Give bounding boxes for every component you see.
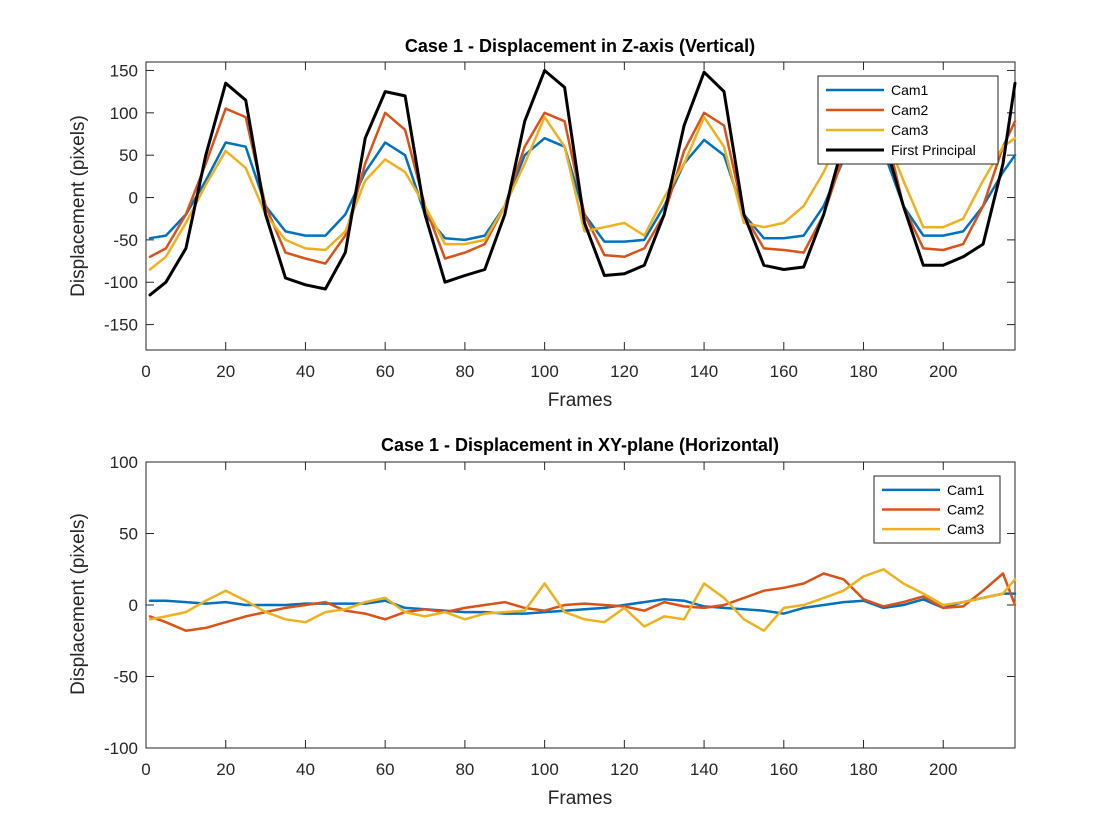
y-tick-label: -50 [113, 231, 138, 250]
x-axis-label: Frames [548, 788, 612, 809]
x-tick-label: 160 [770, 362, 798, 381]
x-tick-label: 160 [770, 760, 798, 779]
chart-title: Case 1 - Displacement in XY-plane (Horiz… [381, 435, 779, 455]
chart-title: Case 1 - Displacement in Z-axis (Vertica… [405, 36, 755, 56]
x-tick-label: 120 [610, 362, 638, 381]
x-tick-label: 140 [690, 760, 718, 779]
series-line-cam1 [148, 592, 1017, 615]
legend-label: Cam3 [891, 122, 929, 138]
legend-label: Cam1 [891, 82, 929, 98]
x-tick-label: 80 [455, 362, 474, 381]
y-tick-label: 100 [110, 104, 138, 123]
y-tick-label: -150 [104, 316, 138, 335]
x-tick-label: 40 [296, 362, 315, 381]
y-tick-label: 100 [110, 453, 138, 472]
y-tick-label: 50 [119, 146, 138, 165]
x-tick-label: 200 [929, 760, 957, 779]
x-tick-label: 0 [141, 760, 150, 779]
legend-label: First Principal [891, 142, 976, 158]
y-tick-label: -50 [113, 668, 138, 687]
legend-label: Cam3 [947, 521, 985, 537]
chart-vertical-displacement: Case 1 - Displacement in Z-axis (Vertica… [68, 36, 1017, 411]
y-tick-label: 0 [129, 189, 138, 208]
x-tick-label: 180 [849, 362, 877, 381]
y-axis-label: Displacement (pixels) [68, 513, 89, 695]
x-tick-label: 80 [455, 760, 474, 779]
legend: Cam1 Cam2 Cam3 [873, 475, 1001, 544]
x-axis-label: Frames [548, 390, 612, 411]
y-tick-label: -100 [104, 273, 138, 292]
x-tick-label: 140 [690, 362, 718, 381]
chart-horizontal-displacement: Case 1 - Displacement in XY-plane (Horiz… [68, 435, 1017, 809]
x-tick-label: 40 [296, 760, 315, 779]
x-tick-label: 20 [216, 362, 235, 381]
plot-area: 0 20 40 60 80 100 120 140 160 180 200 -150 -100 -50 0 5… [104, 61, 1017, 381]
legend-label: Cam1 [947, 482, 985, 498]
x-tick-label: 20 [216, 760, 235, 779]
series-line-cam3 [148, 568, 1017, 632]
legend-label: Cam2 [891, 102, 929, 118]
y-tick-label: 150 [110, 61, 138, 80]
legend-label: Cam2 [947, 502, 985, 518]
x-tick-label: 100 [530, 760, 558, 779]
y-axis-label: Displacement (pixels) [68, 115, 89, 297]
legend: Cam1 Cam2 Cam3 First Principal [817, 75, 999, 165]
x-tick-label: 60 [376, 760, 395, 779]
plot-area: 0 20 40 60 80 100 120 140 160 180 200 -100 -50 0 50 100… [104, 453, 1017, 779]
y-tick-label: 0 [129, 596, 138, 615]
x-tick-label: 0 [141, 362, 150, 381]
series-line-cam2 [148, 572, 1017, 632]
x-tick-label: 120 [610, 760, 638, 779]
x-tick-label: 100 [530, 362, 558, 381]
y-tick-label: 50 [119, 525, 138, 544]
y-tick-label: -100 [104, 739, 138, 758]
x-tick-label: 180 [849, 760, 877, 779]
x-tick-label: 60 [376, 362, 395, 381]
x-tick-label: 200 [929, 362, 957, 381]
